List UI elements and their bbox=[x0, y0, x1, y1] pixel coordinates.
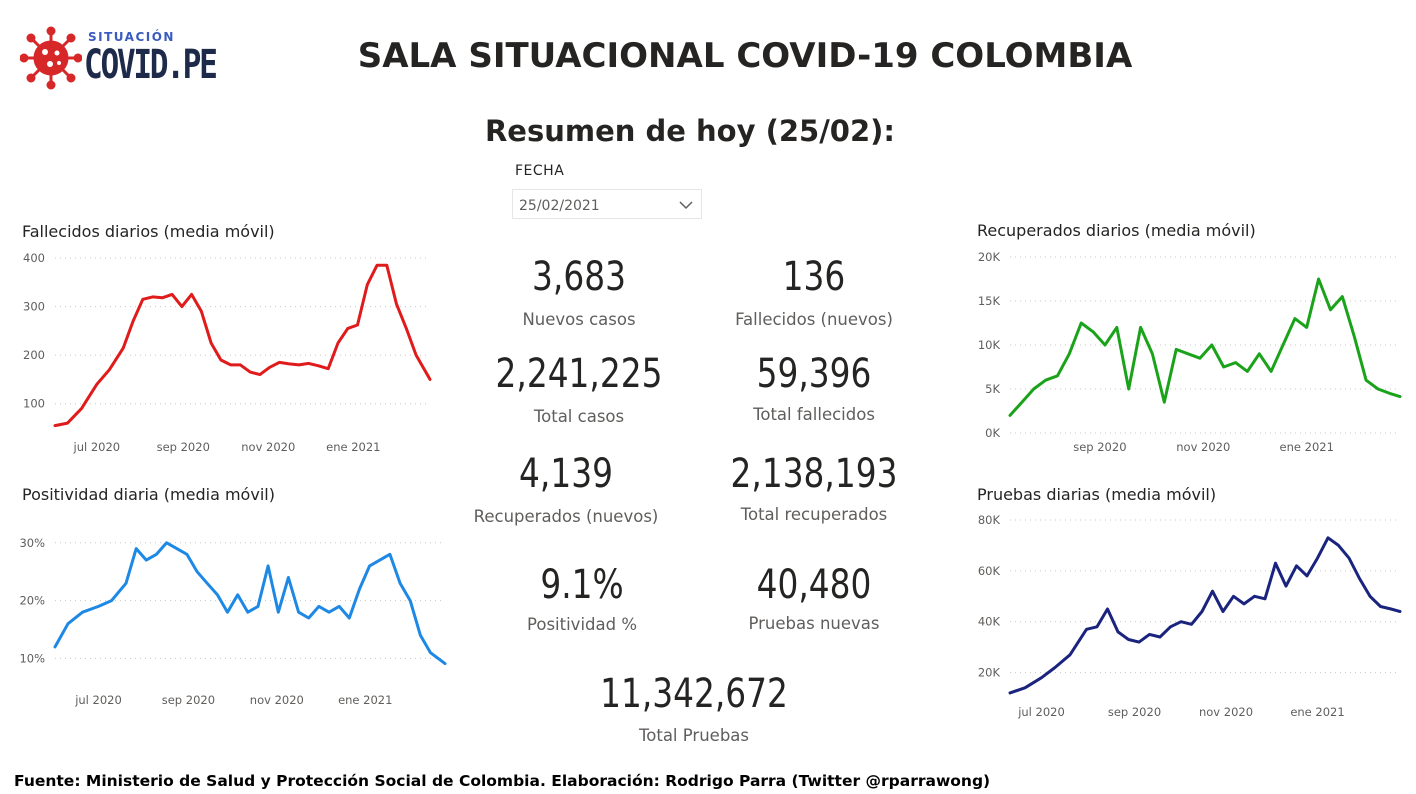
kpi-recuperados-nuevos-label: Recuperados (nuevos) bbox=[473, 507, 659, 526]
kpi-positividad-value: 9.1% bbox=[540, 562, 624, 608]
y-tick-label: 5K bbox=[985, 382, 1000, 396]
kpi-total-casos-value: 2,241,225 bbox=[495, 351, 663, 397]
kpi-fallecidos-nuevos-value: 136 bbox=[782, 254, 846, 300]
footer-source: Fuente: Ministerio de Salud y Protección… bbox=[14, 772, 991, 790]
x-tick-label: ene 2021 bbox=[1290, 705, 1344, 719]
x-tick-label: jul 2020 bbox=[73, 440, 121, 454]
kpi-nuevos-casos-label: Nuevos casos bbox=[522, 310, 636, 329]
chart-title-recuperados: Recuperados diarios (media móvil) bbox=[977, 221, 1256, 240]
x-tick-label: sep 2020 bbox=[1073, 440, 1126, 454]
x-tick-label: ene 2021 bbox=[1280, 440, 1334, 454]
kpi-pruebas-nuevas-label: Pruebas nuevas bbox=[748, 614, 880, 633]
y-tick-label: 20K bbox=[978, 666, 1001, 680]
chevron-down-icon bbox=[679, 201, 693, 210]
date-filter-label: FECHA bbox=[515, 163, 565, 179]
y-tick-label: 40K bbox=[978, 615, 1001, 629]
x-tick-label: nov 2020 bbox=[1176, 440, 1230, 454]
y-tick-label: 10K bbox=[978, 338, 1001, 352]
y-tick-label: 20% bbox=[19, 594, 45, 608]
page-title: SALA SITUACIONAL COVID-19 COLOMBIA bbox=[357, 36, 1133, 76]
summary-title: Resumen de hoy (25/02): bbox=[484, 114, 896, 148]
date-filter-dropdown[interactable]: 25/02/2021 bbox=[512, 189, 702, 219]
virus-icon bbox=[19, 26, 83, 90]
x-tick-label: jul 2020 bbox=[1017, 705, 1065, 719]
kpi-total-casos-label: Total casos bbox=[533, 407, 625, 426]
kpi-total-pruebas-label: Total Pruebas bbox=[638, 726, 749, 745]
y-tick-label: 10% bbox=[19, 651, 45, 665]
chart-title-pruebas: Pruebas diarias (media móvil) bbox=[977, 485, 1217, 504]
x-tick-label: sep 2020 bbox=[162, 693, 215, 707]
y-tick-label: 200 bbox=[23, 348, 45, 362]
y-tick-label: 15K bbox=[978, 294, 1001, 308]
x-tick-label: ene 2021 bbox=[326, 440, 380, 454]
chart-title-positividad: Positividad diaria (media móvil) bbox=[22, 485, 275, 504]
kpi-total-recuperados-label: Total recuperados bbox=[740, 505, 888, 524]
chart-pruebas: 20K 40K 60K 80K jul 2020 sep 2020 nov 2020 ene … bbox=[978, 513, 1402, 719]
y-tick-label: 100 bbox=[23, 397, 45, 411]
y-tick-label: 400 bbox=[23, 251, 45, 265]
series-line-pruebas bbox=[1008, 536, 1402, 695]
x-tick-label: sep 2020 bbox=[1108, 705, 1161, 719]
date-filter-value: 25/02/2021 bbox=[519, 198, 600, 214]
y-tick-label: 60K bbox=[978, 564, 1001, 578]
chart-title-fallecidos: Fallecidos diarios (media móvil) bbox=[22, 222, 275, 241]
chart-positividad: 10% 20% 30% jul 2020 sep 2020 nov 2020 ene 202… bbox=[19, 536, 447, 707]
logo-small-text: SITUACIÓN bbox=[88, 30, 175, 44]
kpi-total-recuperados-value: 2,138,193 bbox=[730, 451, 898, 497]
kpi-total-pruebas-value: 11,342,672 bbox=[600, 671, 788, 717]
x-tick-label: sep 2020 bbox=[157, 440, 210, 454]
kpi-total-fallecidos-value: 59,396 bbox=[756, 351, 872, 397]
kpi-pruebas-nuevas-value: 40,480 bbox=[756, 562, 872, 608]
kpi-nuevos-casos-value: 3,683 bbox=[532, 254, 626, 300]
logo: SITUACIÓN COVID.PE bbox=[19, 20, 230, 95]
chart-recuperados: 0K 5K 10K 15K 20K sep 2020 nov 2020 ene 2021 bbox=[978, 250, 1402, 454]
kpi-positividad-label: Positividad % bbox=[526, 615, 638, 634]
logo-big-text: COVID.PE bbox=[84, 42, 218, 88]
x-tick-label: ene 2021 bbox=[338, 693, 392, 707]
y-tick-label: 0K bbox=[985, 426, 1000, 440]
x-tick-label: nov 2020 bbox=[241, 440, 295, 454]
kpi-total-fallecidos-label: Total fallecidos bbox=[753, 405, 875, 424]
x-tick-label: nov 2020 bbox=[1199, 705, 1253, 719]
y-tick-label: 20K bbox=[978, 250, 1001, 264]
kpi-fallecidos-nuevos-label: Fallecidos (nuevos) bbox=[735, 310, 893, 329]
y-tick-label: 30% bbox=[19, 536, 45, 550]
kpi-recuperados-nuevos-value: 4,139 bbox=[519, 451, 613, 497]
x-tick-label: jul 2020 bbox=[74, 693, 122, 707]
series-line-recuperados bbox=[1008, 277, 1402, 417]
series-line-fallecidos bbox=[53, 263, 432, 428]
y-tick-label: 300 bbox=[23, 300, 45, 314]
y-tick-label: 80K bbox=[978, 513, 1001, 527]
x-tick-label: nov 2020 bbox=[250, 693, 304, 707]
series-line-positividad bbox=[53, 541, 447, 666]
chart-fallecidos: 100 200 300 400 jul 2020 sep 2020 nov 2020 ene … bbox=[23, 251, 432, 454]
